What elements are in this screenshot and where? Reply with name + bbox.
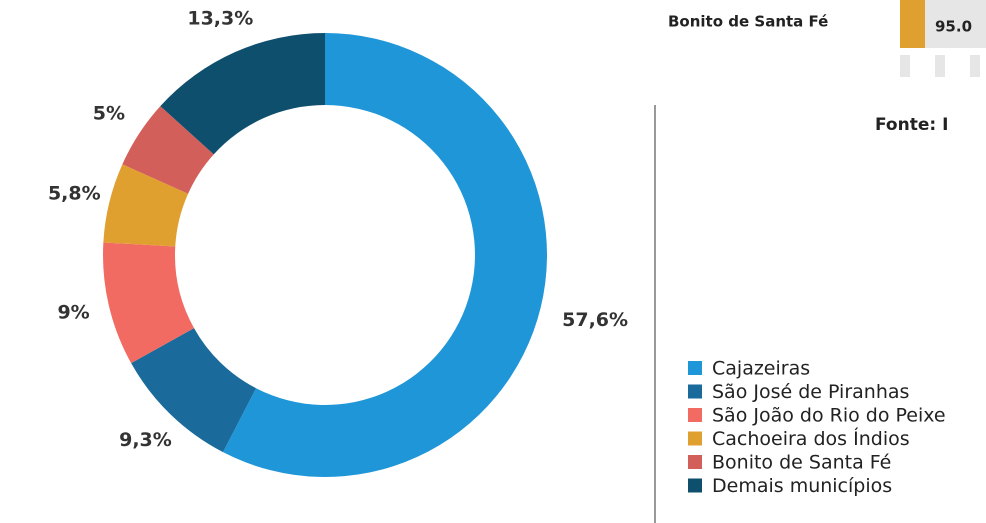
slice (103, 164, 189, 247)
data-label: 57,6% (562, 309, 628, 331)
legend-label: Bonito de Santa Fé (712, 452, 891, 474)
legend-swatch (688, 361, 702, 375)
legend-swatch (688, 455, 702, 469)
bar-gridlines (900, 55, 980, 77)
legend-swatch (688, 384, 702, 399)
legend-swatch (688, 408, 702, 422)
slice (122, 106, 214, 194)
legend-label: São João do Rio do Peixe (712, 405, 946, 427)
slice (160, 33, 325, 155)
legend-swatch (688, 431, 702, 446)
legend-swatch (688, 478, 702, 493)
bar-background (925, 0, 986, 48)
bar-label: Bonito de Santa Fé (668, 13, 828, 31)
slice (131, 328, 257, 453)
slice (103, 242, 195, 364)
data-label: 5,8% (48, 182, 101, 204)
slice (222, 33, 548, 477)
data-label: 13,3% (187, 8, 253, 30)
data-label: 5% (93, 103, 125, 125)
legend-label: Cachoeira dos Índios (712, 427, 910, 450)
data-label: 9,3% (119, 429, 172, 451)
legend-label: Cajazeiras (712, 358, 810, 380)
bar-value: 95.0 (935, 18, 972, 36)
legend-label: São José de Piranhas (712, 381, 909, 403)
data-label: 9% (57, 301, 89, 323)
bar-fragment (900, 0, 925, 48)
source: Fonte: I (875, 115, 948, 135)
legend-label: Demais municípios (712, 475, 892, 497)
